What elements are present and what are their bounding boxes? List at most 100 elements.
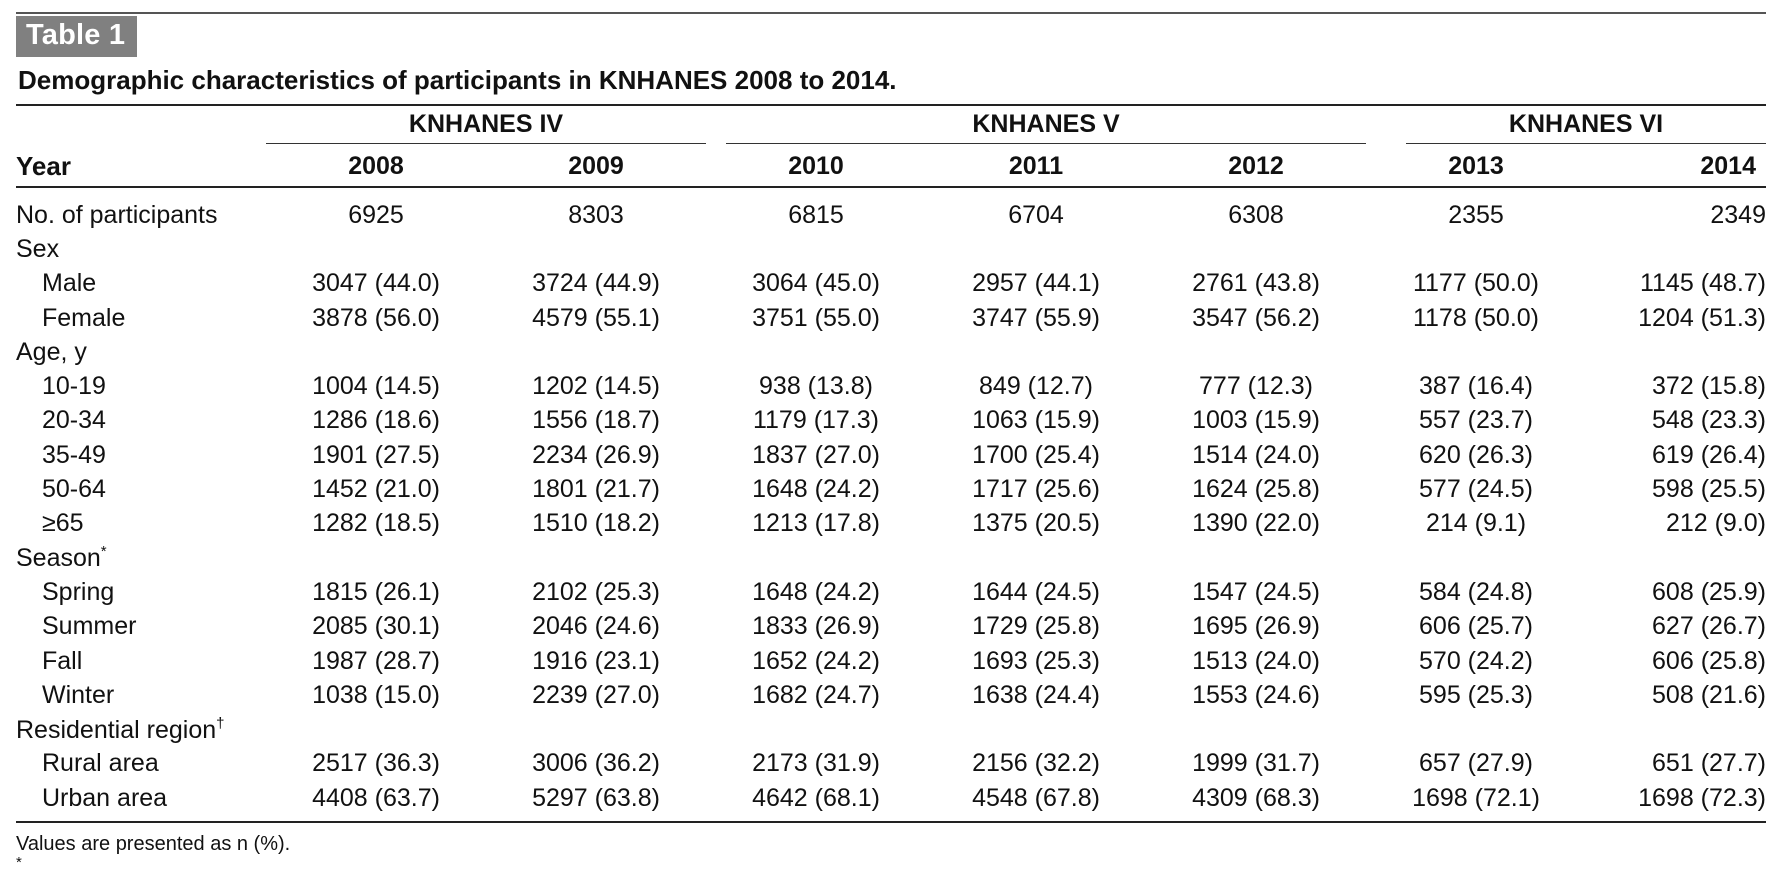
table-cell: 1003 (15.9): [1192, 406, 1320, 435]
row-label: ≥65: [16, 507, 266, 541]
table-cell: 2085 (30.1): [312, 612, 440, 641]
table-cell: 2239 (27.0): [532, 680, 660, 709]
table-row: Fall 1987 (28.7) 1916 (23.1) 1652 (24.2) 169…: [16, 644, 1766, 678]
table-cell: 5297 (63.8): [486, 781, 706, 824]
table-cell: [1586, 335, 1766, 369]
table-row: 50-64 1452 (21.0) 1801 (21.7) 1648 (24.2) 17…: [16, 472, 1766, 506]
table-cell: [266, 541, 486, 575]
table-row: Female 3878 (56.0) 4579 (55.1) 3751 (55.0) 3…: [16, 301, 1766, 335]
table-cell: 2349: [1710, 200, 1766, 229]
table-cell: 584 (24.8): [1419, 577, 1533, 606]
year-col-2014: 2014: [1586, 146, 1766, 188]
table-cell: 3747 (55.9): [972, 303, 1100, 332]
table-cell: 2156 (32.2): [972, 749, 1100, 778]
table-cell: 1624 (25.8): [1192, 475, 1320, 504]
table-cell: 1901 (27.5): [312, 440, 440, 469]
table-cell: 1063 (15.9): [972, 406, 1100, 435]
table-cell: [486, 712, 706, 746]
row-label-text: No. of participants: [16, 200, 218, 229]
table-cell: 620 (26.3): [1419, 440, 1533, 469]
table-cell: 1452 (21.0): [312, 475, 440, 504]
row-label: Winter: [16, 678, 266, 712]
table-cell: 1693 (25.3): [972, 646, 1100, 675]
table-cell: [1366, 712, 1586, 746]
row-label-text: Female: [42, 303, 126, 332]
table-cell: [926, 232, 1146, 266]
table-cell: 1390 (22.0): [1192, 509, 1320, 538]
row-label: Residential region†: [16, 712, 266, 746]
table-cell: 508 (21.6): [1652, 680, 1766, 709]
table-row: Urban area 4408 (63.7) 5297 (63.8) 4642 (68…: [16, 781, 1766, 824]
row-label: Fall: [16, 644, 266, 678]
group-header-v: KNHANES V: [706, 104, 1366, 146]
table-cell: 1698 (72.3): [1586, 781, 1766, 824]
table-cell: [1146, 712, 1366, 746]
table-cell: 1698 (72.1): [1366, 781, 1586, 824]
table-row: Spring 1815 (26.1) 2102 (25.3) 1648 (24.2) 1…: [16, 575, 1766, 609]
table-cell: 1999 (31.7): [1192, 749, 1320, 778]
table-cell: 2761 (43.8): [1192, 269, 1320, 298]
table-cell: 6308: [1228, 200, 1284, 229]
table-cell: 3547 (56.2): [1192, 303, 1320, 332]
table-cell: 606 (25.8): [1652, 646, 1766, 675]
table-cell: 1638 (24.4): [972, 680, 1100, 709]
table-caption: Demographic characteristics of participa…: [18, 65, 897, 95]
table-cell: [1366, 232, 1586, 266]
row-label: Age, y: [16, 335, 266, 369]
table-cell: [266, 335, 486, 369]
table-cell: 1286 (18.6): [312, 406, 440, 435]
table-cell: 1213 (17.8): [752, 509, 880, 538]
table-cell: 1178 (50.0): [1412, 303, 1539, 332]
table-row: Residential region†: [16, 712, 1766, 746]
table-row: Age, y: [16, 335, 1766, 369]
table-cell: 938 (13.8): [759, 372, 873, 401]
table-row: Winter 1038 (15.0) 2239 (27.0) 1682 (24.7) 1…: [16, 678, 1766, 712]
table-cell: 1987 (28.7): [312, 646, 440, 675]
table-cell: 1179 (17.3): [752, 406, 879, 435]
table-cell: [926, 541, 1146, 575]
row-label: 10-19: [16, 369, 266, 403]
table-row: ≥65 1282 (18.5) 1510 (18.2) 1213 (17.8) 1375…: [16, 507, 1766, 541]
year-col-2011: 2011: [926, 146, 1146, 188]
table-row: Season*: [16, 541, 1766, 575]
table-cell: 2102 (25.3): [532, 577, 660, 606]
table-cell: 1004 (14.5): [312, 372, 440, 401]
table-cell: 6925: [348, 200, 404, 229]
table-cell: [706, 712, 926, 746]
table-cell: 3751 (55.0): [752, 303, 880, 332]
table-cell: 1553 (24.6): [1192, 680, 1320, 709]
table-cell: 4309 (68.3): [1146, 781, 1366, 824]
table-cell: 1837 (27.0): [752, 440, 880, 469]
table-cell: 606 (25.7): [1419, 612, 1533, 641]
table-cell: 1815 (26.1): [312, 577, 440, 606]
table-cell: [926, 712, 1146, 746]
table-cell: [1586, 232, 1766, 266]
table-cell: [266, 712, 486, 746]
table-footnote: Values are presented as n (%).: [16, 833, 291, 856]
row-label: 20-34: [16, 404, 266, 438]
row-label-text: Sex: [16, 234, 60, 263]
table-row: No. of participants 6925 8303 6815 6704 6308 2…: [16, 187, 1766, 232]
table-cell: 1652 (24.2): [752, 646, 880, 675]
table-cell: 1556 (18.7): [532, 406, 660, 435]
row-label-text: Age, y: [16, 337, 87, 366]
table-cell: [266, 232, 486, 266]
table-cell: 214 (9.1): [1425, 509, 1527, 538]
table-cell: 627 (26.7): [1652, 612, 1766, 641]
row-label: Spring: [16, 575, 266, 609]
group-header-vi: KNHANES VI: [1366, 104, 1766, 146]
table-cell: [706, 335, 926, 369]
table-cell: 3064 (45.0): [752, 269, 880, 298]
table-cell: 6704: [1008, 200, 1064, 229]
table-row: 20-34 1286 (18.6) 1556 (18.7) 1179 (17.3) 10…: [16, 404, 1766, 438]
group-header-row: KNHANES IV KNHANES V KNHANES VI: [16, 104, 1766, 146]
table-cell: 8303: [568, 200, 624, 229]
table-cell: 1700 (25.4): [972, 440, 1100, 469]
table-cell: 1038 (15.0): [312, 680, 440, 709]
table-cell: [486, 232, 706, 266]
year-label: Year: [16, 146, 266, 188]
table-cell: [486, 541, 706, 575]
row-label-text: Season: [16, 544, 101, 573]
row-label-text: Residential region: [16, 715, 217, 744]
table-cell: 570 (24.2): [1419, 646, 1533, 675]
